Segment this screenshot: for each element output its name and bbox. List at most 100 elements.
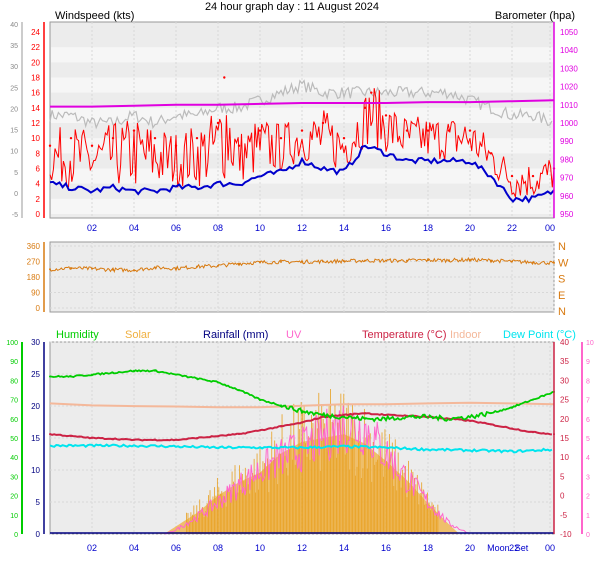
humidity-point	[70, 375, 72, 378]
windspeed-point	[174, 144, 178, 147]
rainfall-tick-label: 30	[31, 338, 40, 347]
barometer-tick-label: 970	[560, 174, 574, 183]
temperature-point	[385, 413, 387, 416]
humidity-point	[280, 404, 282, 407]
direction-point	[196, 265, 198, 268]
climate-x-tick-label: 06	[171, 543, 181, 553]
climate-x-tick-label: 14	[339, 543, 349, 553]
barometer-tick-label: 1040	[560, 46, 578, 55]
uv-tick-label: 6	[586, 417, 590, 424]
climate-x-tick-label: 02	[87, 543, 97, 553]
windspeed-point	[279, 136, 283, 140]
temperature-point	[343, 413, 345, 416]
climate-x-tick-label: 16	[381, 543, 391, 553]
windspeed-point	[363, 106, 367, 110]
windspeed-point	[258, 129, 262, 132]
outer-scale-tick-label: 0	[14, 191, 18, 198]
legend-humidity: Humidity	[56, 329, 99, 341]
temperature-point	[70, 435, 72, 438]
direction-point	[322, 260, 324, 263]
uv-tick-label: 10	[586, 340, 594, 347]
outer-scale-tick-label: 20	[10, 106, 18, 113]
humidity-point	[532, 398, 534, 401]
temperature-point	[448, 417, 450, 420]
outer-scale-tick-label: 10	[10, 149, 18, 156]
humidity-point	[196, 377, 198, 380]
temperature-tick-label: 0	[560, 492, 565, 501]
windspeed-point	[300, 129, 304, 132]
barometer-series-line	[50, 99, 555, 108]
windspeed-point	[405, 129, 409, 132]
windspeed-tick-label: 2	[36, 195, 41, 204]
windspeed-axis-label: Windspeed (kts)	[55, 10, 134, 22]
humidity-tick-label: 50	[10, 436, 18, 443]
direction-point	[343, 260, 345, 263]
windspeed-tick-label: 16	[31, 89, 40, 98]
outer-scale-tick-label: 35	[10, 43, 18, 50]
direction-tick-label: 90	[31, 289, 40, 298]
temperature-point	[511, 427, 513, 430]
temperature-point	[91, 437, 93, 439]
direction-point	[259, 261, 261, 264]
direction-point	[49, 268, 51, 271]
uv-tick-label: 1	[586, 513, 590, 520]
humidity-tick-label: 0	[14, 532, 18, 539]
windspeed-point	[447, 129, 451, 132]
legend-temperature: Temperature (°C)	[362, 329, 446, 341]
windspeed-point	[468, 129, 472, 132]
outer-scale-tick-label: 40	[10, 22, 18, 29]
humidity-point	[469, 415, 471, 418]
temperature-point	[469, 419, 471, 422]
humidity-tick-label: 10	[10, 513, 18, 520]
climate-panel-series	[49, 369, 555, 535]
humidity-point	[238, 389, 240, 391]
uv-tick-label: 8	[586, 378, 590, 385]
direction-tick-label: 0	[36, 304, 41, 313]
windspeed-tick-label: 22	[31, 43, 40, 52]
climate-x-tick-label: 18	[423, 543, 433, 553]
direction-point	[154, 266, 156, 269]
climate-legend: Humidity Solar Rainfall (mm) UV Temperat…	[56, 329, 576, 341]
direction-point	[133, 269, 135, 272]
barometer-axis-label: Barometer (hpa)	[495, 10, 575, 22]
wind-x-tick-label: 00	[545, 223, 555, 233]
barometer-tick-label: 980	[560, 155, 574, 164]
temperature-point	[406, 414, 408, 417]
outer-scale-tick-label: 25	[10, 85, 18, 92]
climate-panel-tick-labels: 0510152025300102030405060708090100-10-50…	[6, 338, 594, 553]
indoor-series-line	[49, 401, 555, 409]
direction-point	[112, 268, 114, 271]
temperature-point	[280, 425, 282, 428]
windspeed-point	[223, 76, 226, 79]
wind-x-tick-label: 20	[465, 223, 475, 233]
temperature-tick-label: 30	[560, 376, 569, 385]
humidity-tick-label: 70	[10, 398, 18, 405]
wind-x-tick-label: 14	[339, 223, 349, 233]
humidity-point	[322, 413, 324, 416]
rainfall-tick-label: 0	[36, 530, 41, 539]
dewpoint-series-line	[49, 443, 553, 454]
windspeed-point	[426, 129, 430, 132]
temperature-point	[301, 421, 303, 424]
humidity-point	[112, 371, 114, 374]
barometer-tick-label: 1010	[560, 101, 578, 110]
climate-x-tick-label: Set	[515, 543, 529, 553]
direction-point	[364, 259, 366, 262]
humidity-tick-label: 90	[10, 359, 18, 366]
windspeed-point	[531, 174, 535, 178]
humidity-point	[133, 369, 135, 372]
humidity-point	[511, 406, 513, 409]
direction-tick-label: 360	[27, 242, 41, 251]
temperature-point	[154, 438, 156, 441]
humidity-point	[301, 410, 303, 413]
direction-point	[70, 267, 72, 270]
compass-label: N	[558, 306, 566, 318]
windspeed-tick-label: 20	[31, 58, 40, 67]
wind-x-tick-label: 16	[381, 223, 391, 233]
temperature-point	[49, 433, 51, 436]
legend-indoor: Indoor	[450, 329, 482, 341]
windspeed-point	[370, 91, 373, 94]
temperature-point	[259, 429, 261, 432]
legend-dewpoint: Dew Point (°C)	[503, 329, 576, 341]
